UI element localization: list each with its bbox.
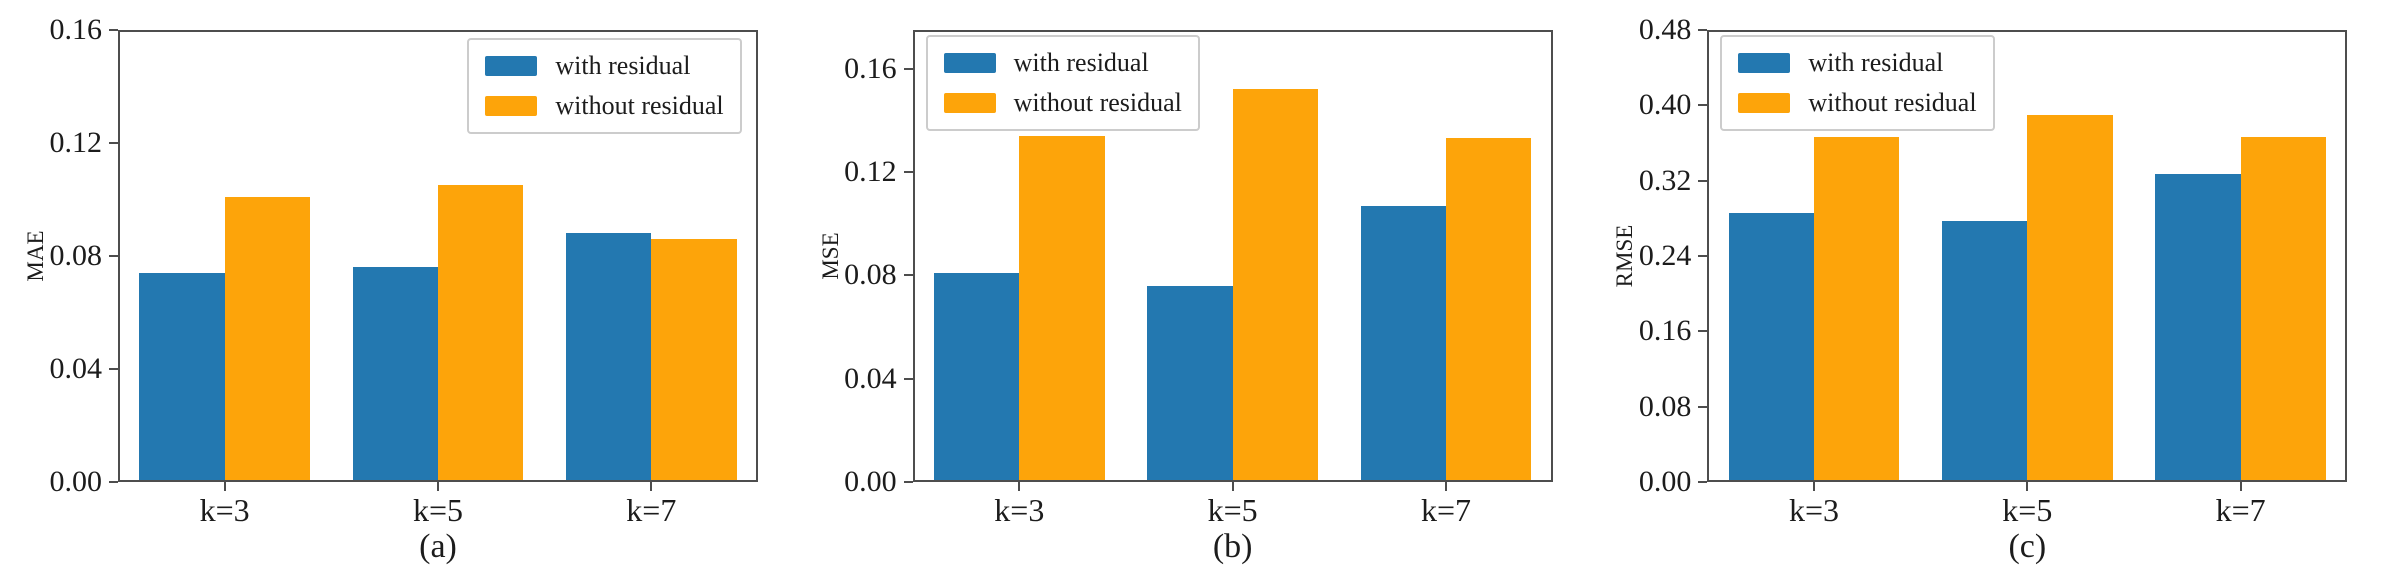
y-tick-mark	[1698, 405, 1708, 408]
y-tick-mark	[1698, 104, 1708, 107]
x-tick-mark	[2239, 482, 2242, 491]
bar-without-residual	[1232, 89, 1318, 480]
x-tick-label: k=3	[1788, 492, 1839, 528]
legend-swatch-with-residual	[485, 56, 538, 76]
bar-without-residual	[438, 185, 524, 480]
legend-item-without-residual: without residual	[1738, 87, 1977, 119]
x-tick-label: k=3	[199, 492, 250, 528]
x-tick-mark	[1444, 482, 1447, 491]
y-tick-mark	[1698, 330, 1708, 333]
legend: with residual without residual	[467, 38, 742, 134]
x-tick-label: k=3	[994, 492, 1045, 528]
y-tick-mark	[903, 481, 913, 483]
y-tick-mark	[903, 274, 913, 277]
x-tick-mark	[1018, 482, 1021, 491]
x-tick-mark	[223, 482, 226, 491]
legend-label: with residual	[1013, 48, 1149, 77]
legend-item-with-residual: with residual	[943, 47, 1182, 79]
x-tick-mark	[437, 482, 439, 491]
y-tick-mark	[109, 368, 118, 370]
bar-with-residual	[566, 233, 652, 480]
y-tick-mark	[1698, 29, 1708, 31]
y-tick-label: 0.04	[844, 361, 897, 395]
y-tick-mark	[109, 142, 118, 144]
legend-label: with residual	[555, 51, 691, 80]
y-tick-label: 0.16	[1638, 314, 1692, 348]
legend: with residual without residual	[925, 35, 1200, 131]
legend-item-without-residual: without residual	[943, 87, 1182, 119]
x-tick-mark	[2026, 482, 2029, 491]
x-tick-label: k=5	[1207, 492, 1258, 528]
bar-without-residual	[1019, 135, 1105, 480]
bar-with-residual	[2155, 174, 2241, 480]
y-tick-mark	[903, 171, 913, 174]
y-tick-label: 0.00	[844, 465, 897, 498]
y-tick-label: 0.08	[844, 258, 897, 292]
bar-with-residual	[352, 267, 438, 480]
bar-with-residual	[1147, 285, 1233, 480]
y-tick-label: 0.08	[1638, 389, 1692, 423]
bar-with-residual	[1360, 205, 1446, 480]
y-tick-label: 0.08	[49, 239, 103, 272]
legend-swatch-with-residual	[943, 53, 996, 73]
y-tick-mark	[109, 481, 118, 483]
y-tick-mark	[109, 255, 118, 257]
legend: with residual without residual	[1720, 35, 1995, 131]
x-tick-label: k=7	[2215, 492, 2266, 528]
bar-without-residual	[224, 196, 310, 480]
y-tick-mark	[1698, 255, 1708, 257]
legend-label: without residual	[1808, 88, 1977, 117]
bar-without-residual	[1445, 138, 1532, 480]
y-tick-label: 0.32	[1638, 163, 1692, 197]
y-tick-label: 0.16	[49, 13, 103, 46]
chart-caption: (b)	[1212, 528, 1253, 565]
x-tick-mark	[1812, 482, 1815, 491]
y-tick-mark	[903, 67, 913, 70]
legend-item-with-residual: with residual	[1738, 47, 1976, 79]
y-tick-mark	[903, 377, 913, 380]
x-tick-mark	[1231, 482, 1234, 491]
y-tick-label: 0.04	[49, 352, 103, 385]
chart-mse: MSE 0.00 0.04 0.08 0.12 0.16 k=3 k=5 k=7 with res…	[795, 0, 1590, 575]
x-tick-label: k=7	[1420, 492, 1471, 528]
x-tick-mark	[650, 482, 653, 491]
legend-swatch-without-residual	[943, 93, 996, 113]
legend-swatch-without-residual	[1738, 93, 1791, 113]
legend-item-without-residual: without residual	[485, 90, 724, 122]
chart-rmse: RMSE 0.00 0.08 0.16 0.24 0.32 0.40 0.48 k=3 k=5 k=…	[1589, 0, 2384, 575]
legend-label: without residual	[555, 91, 724, 120]
y-tick-label: 0.12	[49, 126, 103, 159]
chart-mae: MAE 0.00 0.04 0.08 0.12 0.16 k=3 k=5 k=7 with res…	[0, 0, 795, 575]
bar-without-residual	[651, 239, 737, 480]
x-tick-label: k=7	[626, 492, 677, 528]
legend-swatch-without-residual	[485, 96, 538, 116]
y-tick-label: 0.48	[1638, 13, 1692, 46]
legend-label: with residual	[1808, 48, 1944, 77]
bar-with-residual	[139, 272, 225, 480]
x-tick-label: k=5	[2002, 492, 2053, 528]
bar-with-residual	[933, 272, 1020, 480]
y-tick-label: 0.12	[844, 155, 897, 189]
bar-without-residual	[2027, 114, 2113, 480]
y-tick-mark	[109, 29, 118, 31]
bar-with-residual	[1941, 221, 2028, 480]
legend-swatch-with-residual	[1738, 53, 1791, 73]
bar-without-residual	[2240, 137, 2326, 480]
y-tick-label: 0.16	[844, 51, 897, 85]
x-tick-label: k=5	[412, 492, 464, 528]
legend-label: without residual	[1013, 88, 1182, 117]
legend-item-with-residual: with residual	[485, 50, 723, 82]
y-tick-label: 0.24	[1638, 239, 1692, 272]
chart-caption: (c)	[2008, 528, 2047, 565]
y-tick-label: 0.40	[1638, 88, 1692, 122]
y-tick-mark	[1698, 481, 1708, 483]
bar-without-residual	[1813, 137, 1900, 480]
y-tick-label: 0.00	[49, 465, 103, 498]
chart-caption: (a)	[419, 528, 457, 565]
y-tick-mark	[1698, 179, 1708, 182]
y-tick-label: 0.00	[1638, 465, 1692, 498]
bar-with-residual	[1728, 212, 1814, 480]
